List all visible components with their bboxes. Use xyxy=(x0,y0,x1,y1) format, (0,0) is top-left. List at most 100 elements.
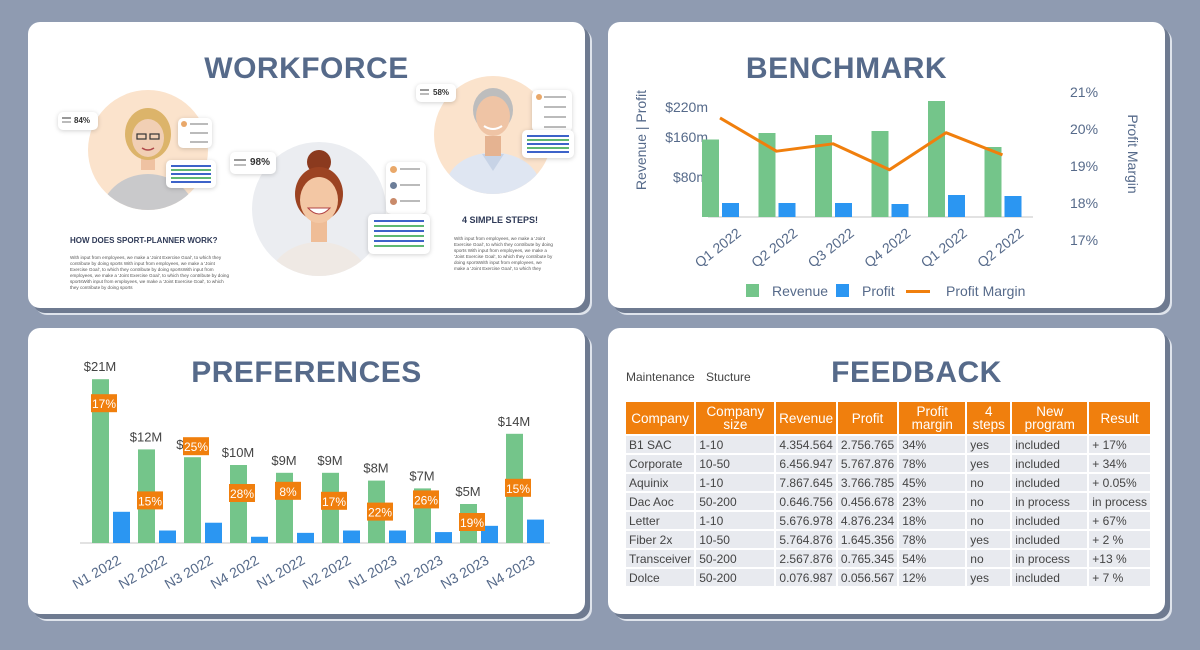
name-card-1 xyxy=(178,118,212,148)
progress-lines-2 xyxy=(374,220,424,222)
table-cell: Aquinix xyxy=(626,474,695,491)
bar-profit xyxy=(778,203,796,217)
y-axis-label: Revenue | Profit xyxy=(633,90,649,190)
x-tick-label: N3 2023 xyxy=(438,552,492,592)
y-tick-label: $160m xyxy=(665,129,708,145)
name-card-1-avatar xyxy=(181,121,187,127)
table-row: Aquinix 1-10 7.867.645 3.766.785 45% no includ… xyxy=(626,474,1150,491)
pct-label: 17% xyxy=(92,397,116,411)
y2-axis-label: Profit Margin xyxy=(1125,114,1141,193)
profit-margin-line xyxy=(719,116,1004,172)
table-cell: 10-50 xyxy=(696,455,775,472)
table-cell: + 7 % xyxy=(1089,569,1150,586)
pct-label: 15% xyxy=(506,482,530,496)
tab-structure[interactable]: Stucture xyxy=(706,370,751,384)
table-cell: 0.646.756 xyxy=(776,493,836,510)
x-tick-label: N1 2022 xyxy=(254,552,308,592)
name-card-2-lines xyxy=(400,168,420,170)
preferences-slide[interactable]: PREFERENCES $21M 17% N1 2022 $12M 15% N2 2022… xyxy=(28,328,585,614)
table-body: B1 SAC 1-10 4.354.564 2.756.765 34% yes includ… xyxy=(626,436,1150,586)
bar-profit xyxy=(891,204,909,217)
x-tick-label: Q1 2022 xyxy=(692,225,744,271)
pct-badge xyxy=(505,478,531,497)
table-cell: + 17% xyxy=(1089,436,1150,453)
table-cell: Corporate xyxy=(626,455,695,472)
table-cell: Dolce xyxy=(626,569,695,586)
column-header: Company size xyxy=(696,402,775,434)
table-cell: 50-200 xyxy=(696,569,775,586)
workforce-slide[interactable]: WORKFORCE 84% 98% xyxy=(28,22,585,308)
bar-revenue xyxy=(702,139,719,217)
name-card-2-avatar-3 xyxy=(390,198,397,205)
feedback-table: Company Company size Revenue Profit Profit m… xyxy=(624,400,1152,588)
table-cell: 5.764.876 xyxy=(776,531,836,548)
feedback-slide[interactable]: FEEDBACK Maintenance Stucture Company Com… xyxy=(608,328,1165,614)
benchmark-slide[interactable]: BENCHMARK $80m $160m $220m 17% 18% 19% 20% 21% R… xyxy=(608,22,1165,308)
legend-label: Profit Margin xyxy=(946,283,1025,299)
column-header: Result xyxy=(1089,402,1150,434)
bar-value xyxy=(230,465,247,543)
value-label: $14M xyxy=(498,414,531,429)
table-cell: Dac Aoc xyxy=(626,493,695,510)
table-cell: 50-200 xyxy=(696,550,775,567)
x-tick-label: N4 2022 xyxy=(208,552,262,592)
bar-revenue xyxy=(928,101,945,217)
table-cell: included xyxy=(1012,569,1088,586)
x-tick-label: Q3 2022 xyxy=(805,225,857,271)
table-row: B1 SAC 1-10 4.354.564 2.756.765 34% yes includ… xyxy=(626,436,1150,453)
bar-revenue xyxy=(984,147,1002,217)
table-cell: 78% xyxy=(899,455,966,472)
name-card-2-avatar-1 xyxy=(390,166,397,173)
stat-card-3: 58% xyxy=(416,84,456,102)
how-text: With input from employees, we make a 'Jo… xyxy=(70,255,230,290)
y2-tick-label: 21% xyxy=(1070,84,1098,100)
column-header: Company xyxy=(626,402,695,434)
pct-badge xyxy=(459,513,485,531)
legend-label: Profit xyxy=(862,283,895,299)
pct-badge xyxy=(275,481,301,500)
table-cell: 5.676.978 xyxy=(776,512,836,529)
column-header: Profit margin xyxy=(899,402,966,434)
value-label: $5M xyxy=(455,484,480,499)
name-card-2 xyxy=(386,162,426,214)
table-cell: + 67% xyxy=(1089,512,1150,529)
table-row: Dolce 50-200 0.076.987 0.056.567 12% yes inclu… xyxy=(626,569,1150,586)
value-label: $8M xyxy=(363,461,388,476)
progress-card-2 xyxy=(368,214,430,254)
bar-secondary xyxy=(527,519,544,543)
steps-text: With input from employees, we make a 'Jo… xyxy=(454,236,553,271)
name-card-2-avatar-2 xyxy=(390,182,397,189)
y2-tick-label: 18% xyxy=(1070,195,1098,211)
pct-label: 26% xyxy=(414,493,438,507)
pct-label: 25% xyxy=(184,440,208,454)
table-cell: 50-200 xyxy=(696,493,775,510)
bar-secondary xyxy=(251,536,268,543)
stat-value-3: 58% xyxy=(433,88,450,97)
table-cell: 4.876.234 xyxy=(837,512,898,529)
stat-card-2: 98% xyxy=(230,152,276,174)
bar-profit xyxy=(835,203,852,217)
how-heading: HOW DOES SPORT-PLANNER WORK? xyxy=(70,236,218,245)
table-cell: 1.645.356 xyxy=(837,531,898,548)
pct-badge xyxy=(183,437,209,456)
pct-badge xyxy=(137,491,163,510)
pct-badge xyxy=(413,490,439,509)
table-cell: yes xyxy=(967,436,1011,453)
table-cell: no xyxy=(967,493,1011,510)
pct-label: 8% xyxy=(279,485,297,499)
tab-maintenance[interactable]: Maintenance xyxy=(626,370,695,384)
table-cell: 12% xyxy=(899,569,966,586)
x-tick-label: N4 2023 xyxy=(484,552,538,592)
x-tick-label: N2 2022 xyxy=(116,552,170,592)
bar-profit xyxy=(948,195,965,217)
x-tick-label: Q1 2022 xyxy=(918,225,970,271)
table-cell: 23% xyxy=(899,493,966,510)
name-card-3 xyxy=(532,90,572,132)
table-cell: no xyxy=(967,550,1011,567)
benchmark-title: BENCHMARK xyxy=(745,52,948,85)
y-tick-label: $220m xyxy=(665,99,708,115)
table-cell: yes xyxy=(967,531,1011,548)
table-cell: 78% xyxy=(899,531,966,548)
bar-revenue xyxy=(815,135,832,217)
table-cell: yes xyxy=(967,455,1011,472)
